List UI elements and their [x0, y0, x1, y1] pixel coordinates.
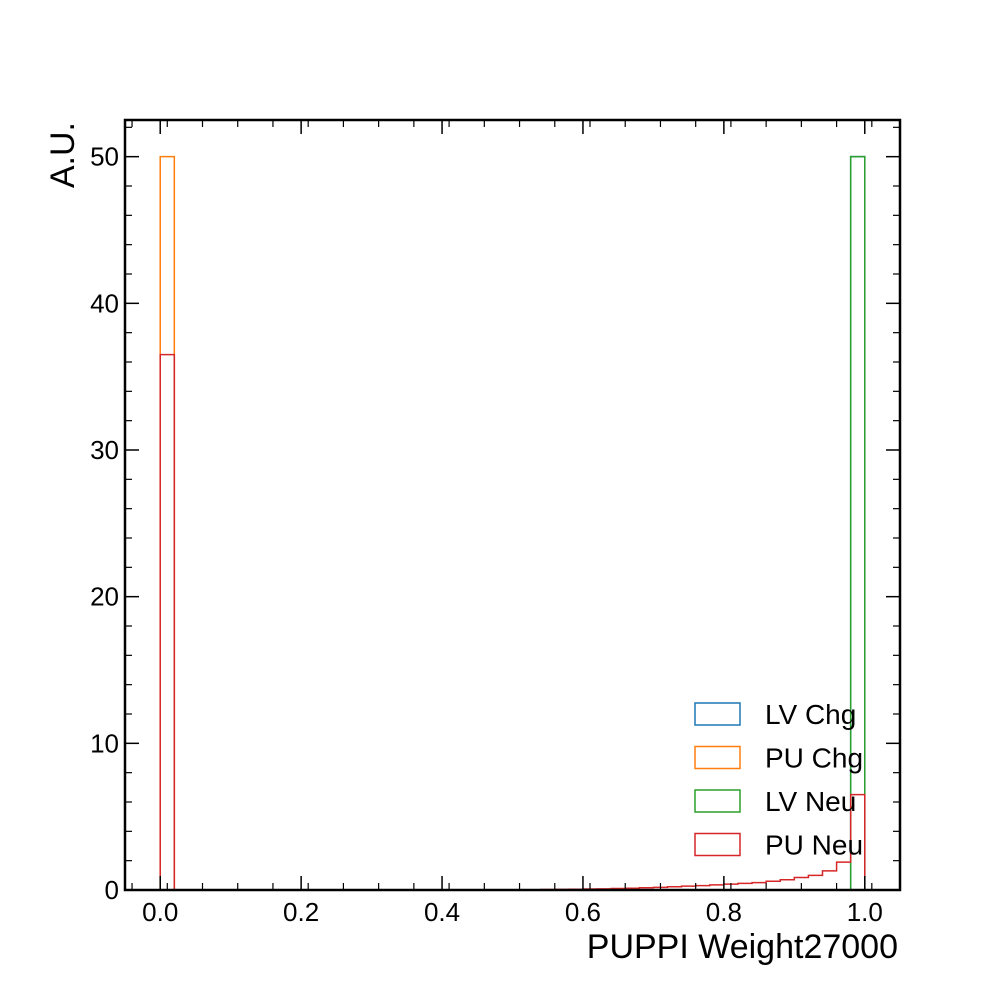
histogram-marks: [159, 155, 866, 891]
y-axis-label: A.U.: [44, 122, 82, 188]
series-lv-chg-step: [160, 155, 866, 891]
legend-label-lv-neu: LV Neu: [765, 786, 856, 817]
y-tick-label: 20: [90, 582, 119, 612]
axis-ticks: 0.0 0.2 0.4 0.6 0.8 1.0 0 10 20 30 40 50: [90, 120, 900, 927]
legend-label-lv-chg: LV Chg: [765, 699, 856, 730]
y-tick-label: 10: [90, 728, 119, 758]
legend-swatch-lv-neu: [694, 789, 741, 813]
legend-swatch-pu-chg: [694, 745, 741, 770]
x-tick-label: 1.0: [847, 897, 883, 927]
y-tick-label: 40: [90, 288, 119, 318]
legend: LV Chg PU Chg LV Neu PU Neu: [694, 699, 863, 861]
plot-frame: [123, 118, 902, 892]
x-tick-label: 0.4: [424, 897, 460, 927]
legend-swatch-lv-chg: [694, 702, 741, 726]
series-lv-neu-step: [160, 155, 866, 891]
x-tick-label: 0.8: [706, 897, 742, 927]
x-tick-label: 0.6: [565, 897, 601, 927]
legend-label-pu-neu: PU Neu: [765, 830, 863, 861]
x-tick-label: 0.0: [142, 897, 178, 927]
x-axis-label: PUPPI Weight27000: [587, 928, 898, 966]
series-pu-chg-step: [159, 155, 865, 891]
y-tick-label: 30: [90, 435, 119, 465]
series-pu-neu-step: [159, 353, 866, 891]
y-tick-label: 50: [90, 142, 119, 172]
x-tick-label: 0.2: [283, 897, 319, 927]
legend-label-pu-chg: PU Chg: [765, 743, 863, 774]
y-tick-label: 0: [105, 875, 119, 905]
legend-swatch-pu-neu: [694, 832, 741, 857]
